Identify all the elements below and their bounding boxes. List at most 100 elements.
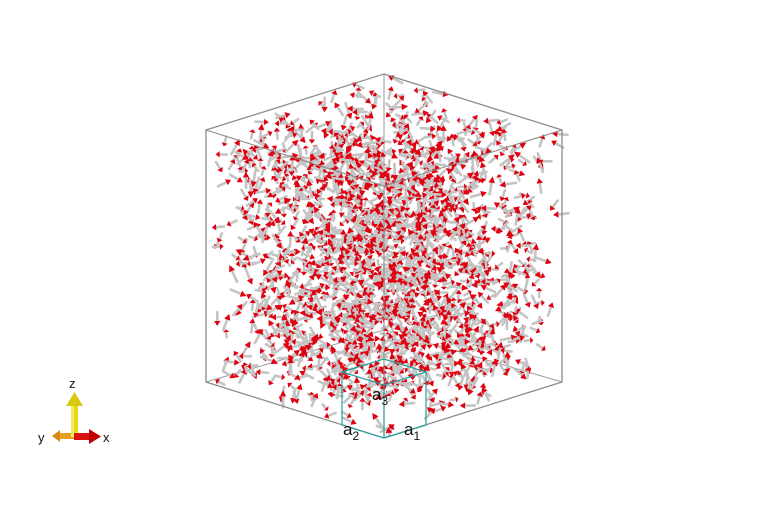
spin-arrow-shaft [488,120,497,121]
spin-arrow-head [441,287,447,290]
spin-arrow-shaft [485,335,492,337]
spin-arrow-shaft [525,279,527,290]
spin-arrow-shaft [540,139,543,147]
spin-arrow-head [275,120,279,126]
spin-arrow-shaft [468,256,471,264]
spin-arrow-shaft [515,307,517,313]
spin-arrow-shaft [460,344,469,348]
spin-arrow-shaft [435,218,443,220]
spin-arrow-shaft [438,303,439,310]
spin-arrow-shaft [404,349,406,354]
spin-arrow-shaft [256,305,258,313]
spin-arrow-shaft [437,132,440,142]
spin-arrow-shaft [486,288,495,292]
spin-arrow-shaft [216,162,220,169]
spin-arrow-shaft [322,313,334,314]
spin-arrow-head [492,250,496,256]
spin-arrow-shaft [507,244,509,252]
spin-arrow-shaft [424,153,429,155]
spin-arrow-shaft [254,170,256,182]
spin-arrow-shaft [430,337,431,345]
spin-arrow-shaft [216,227,224,228]
spin-arrow-shaft [446,325,450,329]
spin-arrow-shaft [231,290,241,294]
spin-arrow-head [460,147,466,152]
spin-arrow-shaft [357,383,358,395]
lattice-label-a3: a3 [372,385,388,408]
spin-arrow-head [289,171,295,176]
spin-arrow-shaft [219,233,222,239]
spin-arrow-shaft [308,302,314,305]
spin-arrow-shaft [287,169,289,174]
spin-arrow-shaft [238,152,240,159]
spin-arrow-shaft [332,94,335,102]
spin-arrow-shaft [407,117,412,122]
spin-arrow-shaft [442,246,444,251]
spin-arrow-shaft [425,136,432,137]
spin-arrow-shaft [391,190,400,192]
spin-arrow-shaft [445,283,451,285]
spin-arrow-head [437,255,443,260]
spin-arrow-shaft [252,303,253,310]
spin-arrow-shaft [250,180,251,192]
spin-arrow-head [341,125,347,131]
spin-arrow-shaft [450,290,457,299]
spin-arrow-shaft [524,295,528,303]
spin-arrow-shaft [256,290,263,292]
spin-arrow-shaft [530,259,536,260]
spin-arrow-shaft [494,134,496,144]
spin-arrow-shaft [363,283,373,287]
spin-arrow-shaft [356,348,360,354]
spin-arrow-head [301,272,307,276]
spin-arrow-shaft [558,213,568,214]
spin-arrow-shaft [332,161,334,167]
spin-arrow-shaft [514,338,520,340]
spin-arrow-shaft [347,188,351,191]
spin-arrow-head [330,210,336,214]
spin-arrow-shaft [263,283,264,288]
spin-arrow-shaft [249,237,255,239]
spin-arrow-shaft [251,365,258,366]
spin-arrow-shaft [251,132,252,138]
spin-arrow-shaft [342,132,348,134]
spin-arrow-shaft [509,341,516,342]
spin-arrow-shaft [266,262,272,271]
spin-arrow-shaft [507,166,513,168]
spin-arrow-shaft [469,140,475,144]
spin-arrow-head [536,288,542,291]
spin-arrow-head [299,310,305,316]
spin-arrow-shaft [504,351,512,352]
spin-arrow-shaft [302,191,303,197]
spin-arrow-shaft [218,382,224,385]
spin-arrow-head [448,401,454,407]
spin-arrow-shaft [246,269,250,279]
spin-arrow-shaft [486,253,492,254]
spin-arrow-head [212,224,217,230]
spin-arrow-shaft [223,320,227,330]
spin-arrow-shaft [257,191,267,193]
spin-arrow-head [255,214,260,220]
spin-arrow-shaft [344,117,346,126]
spin-arrow-shaft [452,365,453,372]
spin-arrow-head [281,214,287,218]
spin-arrow-shaft [262,169,264,175]
spin-arrow-head [258,124,264,131]
spin-arrow-head [287,231,293,237]
spin-arrow-head [296,249,301,255]
spin-arrow-head [380,336,386,342]
spin-arrow-shaft [358,356,365,357]
spin-arrow-shaft [380,208,382,213]
spin-arrow-shaft [430,141,432,147]
spin-arrow-shaft [497,263,502,267]
spin-arrow-shaft [519,160,524,163]
spin-arrow-head [214,321,220,326]
spin-arrow-shaft [349,307,351,315]
spin-arrow-shaft [434,164,445,165]
spin-arrow-shaft [407,321,411,325]
spin-arrow-shaft [531,328,537,331]
spin-arrow-shaft [421,292,427,293]
spin-arrow-shaft [323,405,326,409]
spin-arrow-shaft [406,337,417,340]
spin-arrow-shaft [298,145,300,156]
